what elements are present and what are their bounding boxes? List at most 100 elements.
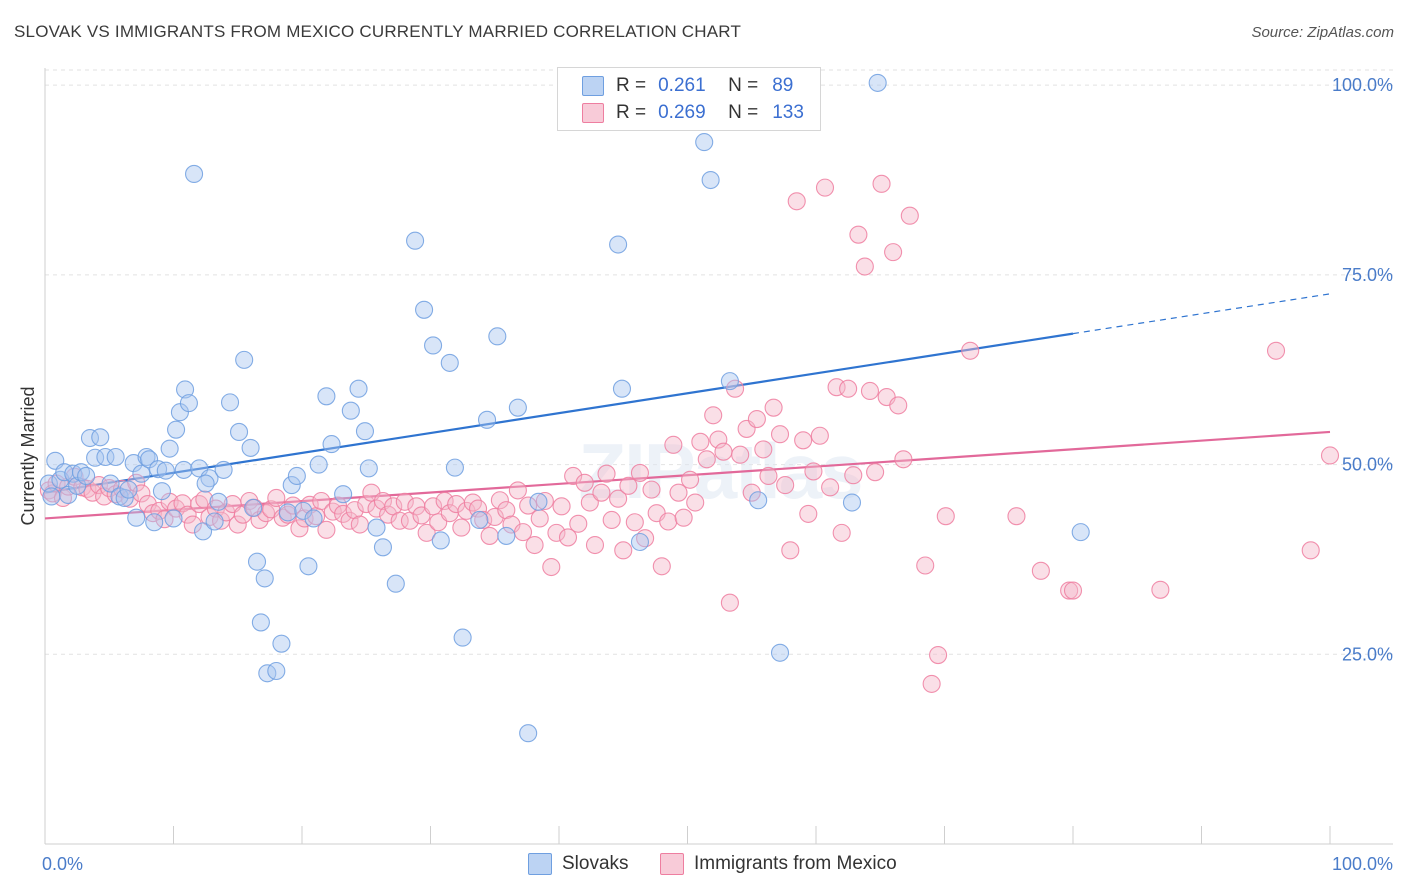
- slovak-point: [415, 300, 434, 319]
- y-tick-labels: 25.0% 50.0% 75.0% 100.0%: [1332, 75, 1393, 664]
- slovak-point: [214, 460, 233, 479]
- mexico-point: [889, 396, 908, 415]
- chart-source: Source: ZipAtlas.com: [1251, 24, 1394, 41]
- slovak-point: [196, 474, 215, 493]
- legend-n-label: N =: [728, 102, 759, 123]
- slovak-point: [164, 509, 183, 528]
- mexico-point: [720, 593, 739, 612]
- slovak-point: [519, 724, 538, 743]
- mexico-point: [490, 491, 509, 510]
- slovak-point: [241, 438, 260, 457]
- slovak-point: [68, 476, 87, 495]
- mexico-point: [390, 511, 409, 530]
- x-tick-label-left: 0.0%: [42, 854, 83, 874]
- mexico-point: [794, 431, 813, 450]
- mexico-point: [552, 497, 571, 516]
- slovak-point: [267, 661, 286, 681]
- slovak-point: [367, 518, 386, 537]
- mexico-point: [832, 523, 851, 542]
- slovak-point: [278, 503, 297, 522]
- mexico-point: [614, 541, 633, 560]
- slovak-point: [132, 464, 151, 483]
- legend-row-mexico: R = 0.269 N = 133: [582, 101, 804, 125]
- slovak-point: [137, 447, 156, 467]
- mexico-point: [674, 508, 693, 527]
- slovak-point: [770, 643, 790, 662]
- legend-swatch-mexico: [582, 103, 604, 123]
- slovak-point: [42, 487, 61, 506]
- mexico-point: [691, 432, 710, 451]
- mexico-point: [290, 519, 309, 538]
- slovak-point: [282, 476, 301, 495]
- mexico-point: [53, 488, 73, 508]
- mexico-point: [916, 556, 935, 575]
- slovak-point: [695, 133, 714, 152]
- mexico-point: [519, 496, 538, 515]
- mexico-point: [530, 509, 549, 528]
- mexico-point: [799, 504, 818, 523]
- mexico-point: [334, 504, 353, 523]
- slovak-point: [341, 401, 360, 420]
- mexico-point: [1031, 561, 1050, 580]
- slovak-point: [77, 466, 96, 486]
- mexico-point: [417, 523, 436, 542]
- slovak-point: [720, 372, 739, 391]
- mexico-point: [138, 494, 157, 514]
- slovak-point: [355, 422, 375, 441]
- mexico-point: [373, 491, 393, 511]
- slovak-point: [508, 398, 527, 417]
- mexico-point: [884, 243, 903, 262]
- slovak-point: [247, 552, 267, 571]
- y-tick-label: 100.0%: [1332, 75, 1393, 95]
- slovak-point: [309, 455, 328, 474]
- mexico-point: [849, 225, 868, 244]
- mexico-point: [810, 426, 829, 445]
- slovak-point: [334, 485, 353, 504]
- bottom-legend-slovaks: Slovaks: [528, 852, 629, 876]
- slovak-point: [701, 170, 720, 190]
- slovak-point: [145, 513, 164, 532]
- slovak-point: [359, 459, 378, 478]
- mexico-point: [525, 535, 544, 555]
- correlation-legend: R = 0.261 N = 89 R = 0.269 N = 133: [557, 67, 821, 131]
- legend-row-slovaks: R = 0.261 N = 89: [582, 74, 793, 98]
- mexico-point: [395, 492, 414, 511]
- legend-n-value: 133: [772, 102, 804, 123]
- mexico-point: [345, 501, 364, 520]
- slovak-point: [140, 450, 159, 469]
- mexico-point: [485, 507, 504, 526]
- slovak-point: [174, 460, 193, 479]
- y-tick-label: 50.0%: [1342, 455, 1393, 475]
- slovak-point: [176, 380, 195, 399]
- slovak-point: [149, 460, 168, 479]
- mexico-point: [704, 406, 723, 425]
- legend-n-label: N =: [728, 75, 759, 96]
- mexico-point: [900, 206, 919, 225]
- mexico-point: [961, 341, 980, 360]
- mexico-point: [821, 478, 840, 497]
- mexico-point: [508, 481, 527, 500]
- slovak-point: [304, 509, 323, 528]
- slovak-point: [251, 613, 270, 632]
- mexico-point: [781, 541, 800, 560]
- mexico-point: [659, 512, 678, 531]
- mexico-point: [630, 463, 650, 482]
- y-tick-label: 25.0%: [1342, 644, 1393, 664]
- mexico-point: [1060, 581, 1079, 600]
- slovak-point: [91, 428, 110, 447]
- slovak-point: [349, 379, 368, 398]
- mexico-point: [597, 464, 616, 483]
- slovak-point: [244, 498, 263, 517]
- mexico-point: [686, 493, 705, 512]
- legend-swatch-slovaks: [582, 76, 604, 96]
- mexico-point: [317, 520, 336, 539]
- slovak-point: [842, 493, 862, 512]
- data-points: [39, 73, 1340, 743]
- mexico-point: [609, 489, 628, 508]
- mexico-point: [542, 557, 561, 577]
- slovak-point: [160, 439, 179, 458]
- slovak-point: [749, 491, 768, 510]
- y-tick-label: 75.0%: [1342, 265, 1393, 285]
- slovak-point: [255, 569, 274, 588]
